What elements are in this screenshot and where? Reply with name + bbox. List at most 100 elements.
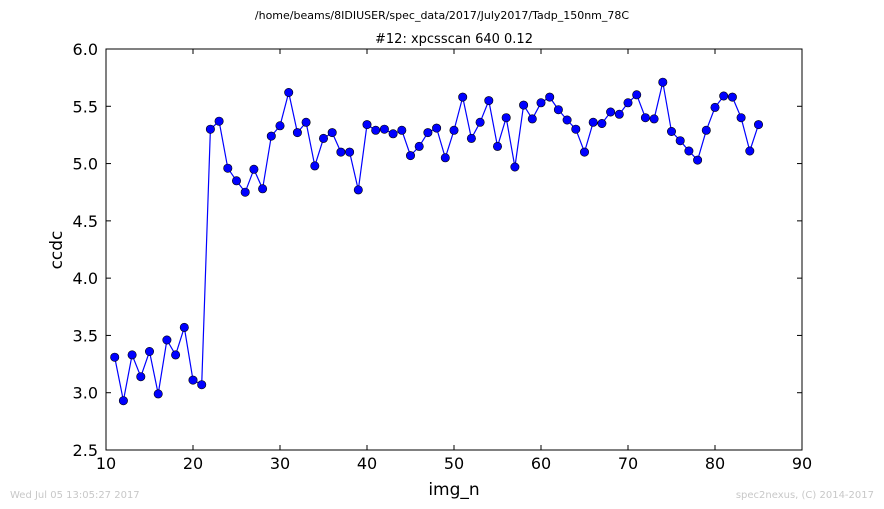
data-point: [466, 133, 476, 143]
y-tick-label: 4.0: [73, 269, 98, 288]
data-point: [266, 131, 276, 141]
data-point: [432, 123, 442, 133]
data-point: [519, 100, 529, 110]
data-point: [545, 92, 555, 102]
data-point: [110, 352, 120, 362]
plot-area: [105, 48, 803, 451]
x-tick-label: 70: [618, 454, 638, 473]
data-point: [162, 335, 172, 345]
y-tick-label: 2.5: [73, 441, 98, 460]
data-point: [623, 98, 633, 108]
y-axis-label: ccdc: [47, 231, 67, 270]
data-point: [171, 350, 181, 360]
data-point: [136, 372, 146, 382]
data-point: [484, 96, 494, 106]
data-point: [223, 163, 233, 173]
y-tick-label: 5.5: [73, 97, 98, 116]
x-tick-label: 90: [792, 454, 812, 473]
data-points: [110, 77, 763, 406]
x-tick-label: 40: [357, 454, 377, 473]
data-point: [388, 129, 398, 139]
data-point: [632, 90, 642, 100]
data-point: [606, 107, 616, 117]
data-point: [284, 88, 294, 98]
data-point: [666, 127, 676, 137]
timestamp: Wed Jul 05 13:05:27 2017: [10, 490, 140, 501]
data-point: [562, 115, 572, 125]
data-point: [536, 98, 546, 108]
x-axis-label: img_n: [428, 480, 479, 500]
data-point: [527, 114, 537, 124]
data-point: [710, 102, 720, 112]
data-point: [597, 119, 607, 129]
data-point: [275, 121, 285, 131]
data-point: [397, 125, 407, 135]
data-point: [701, 125, 711, 135]
data-point: [249, 164, 259, 174]
data-point: [475, 117, 485, 127]
data-point: [118, 396, 128, 406]
x-tick-label: 20: [183, 454, 203, 473]
credit: spec2nexus, (C) 2014-2017: [736, 490, 874, 501]
data-point: [301, 117, 311, 127]
data-point: [614, 109, 624, 119]
data-point: [379, 124, 389, 134]
data-point: [449, 125, 459, 135]
data-point: [292, 128, 302, 138]
data-point: [145, 346, 155, 356]
figure-suptitle: /home/beams/8IDIUSER/spec_data/2017/July…: [255, 9, 630, 22]
data-point: [310, 161, 320, 171]
data-point: [640, 113, 650, 123]
data-point: [440, 153, 450, 163]
x-axis: 10 20 30 40 50 60 70 80 90: [96, 49, 812, 473]
data-point: [232, 176, 242, 186]
data-point: [414, 141, 424, 151]
data-point: [736, 113, 746, 123]
data-point: [336, 147, 346, 157]
data-point: [258, 184, 268, 194]
data-point: [753, 120, 763, 130]
data-point: [345, 147, 355, 157]
data-point: [693, 155, 703, 165]
y-tick-label: 3.5: [73, 326, 98, 345]
data-point: [684, 146, 694, 156]
data-point: [205, 124, 215, 134]
y-axis: 2.5 3.0 3.5 4.0 4.5 5.0 5.5 6.0: [73, 40, 802, 460]
data-point: [371, 125, 381, 135]
x-tick-label: 60: [531, 454, 551, 473]
data-point: [214, 116, 224, 126]
data-point: [405, 151, 415, 161]
data-point: [188, 375, 198, 385]
data-point: [501, 113, 511, 123]
x-tick-label: 80: [705, 454, 725, 473]
y-tick-label: 3.0: [73, 384, 98, 403]
chart-title: #12: xpcsscan 640 0.12: [375, 32, 533, 47]
data-point: [327, 128, 337, 138]
data-point: [240, 187, 250, 197]
data-point: [458, 92, 468, 102]
data-point: [719, 91, 729, 101]
data-point: [658, 77, 668, 87]
y-tick-label: 6.0: [73, 40, 98, 59]
x-tick-label: 30: [270, 454, 290, 473]
y-tick-label: 4.5: [73, 212, 98, 231]
data-point: [179, 322, 189, 332]
data-point: [649, 114, 659, 124]
data-point: [127, 350, 137, 360]
data-point: [553, 105, 563, 115]
data-point: [727, 92, 737, 102]
data-point: [362, 120, 372, 130]
x-tick-label: 10: [96, 454, 116, 473]
x-tick-label: 50: [444, 454, 464, 473]
data-point: [579, 147, 589, 157]
data-point: [318, 133, 328, 143]
data-point: [571, 124, 581, 134]
y-tick-label: 5.0: [73, 155, 98, 174]
data-point: [423, 128, 433, 138]
data-point: [353, 185, 363, 195]
data-point: [588, 117, 598, 127]
data-point: [675, 136, 685, 146]
data-point: [153, 389, 163, 399]
data-point: [492, 141, 502, 151]
